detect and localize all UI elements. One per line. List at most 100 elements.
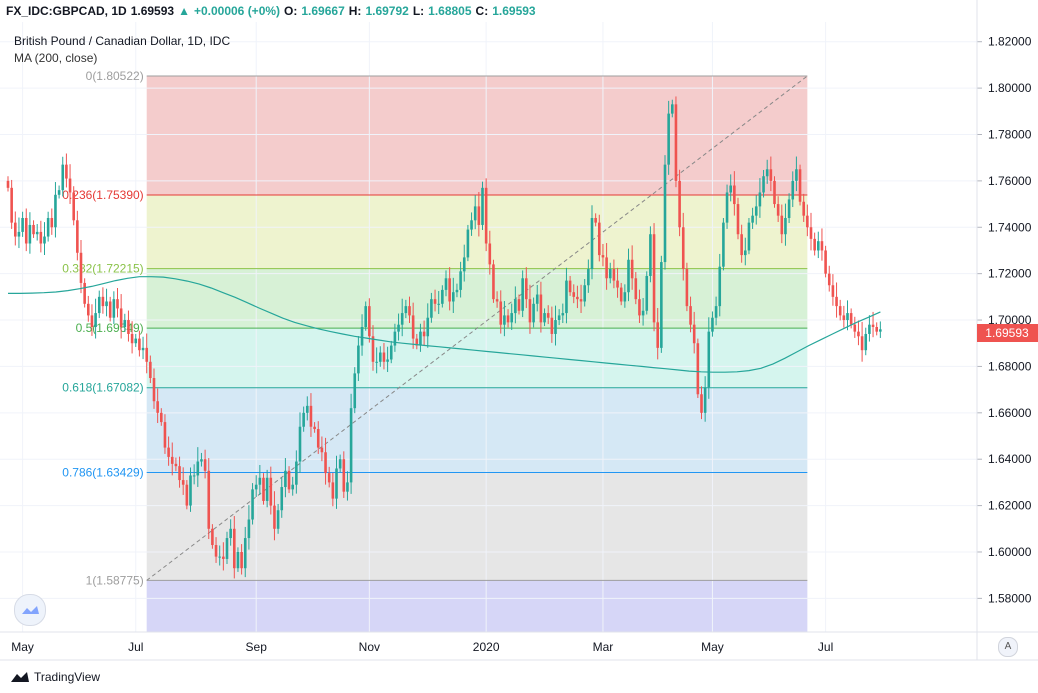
x-tick-label: Nov — [359, 640, 380, 654]
candle-body — [46, 217, 50, 237]
candle-body — [371, 336, 375, 362]
candle-body — [181, 480, 185, 485]
candle-body — [225, 538, 229, 559]
candle-body — [243, 538, 247, 569]
candle-body — [806, 215, 809, 228]
fib-trend-line — [146, 75, 808, 581]
candle-body — [262, 477, 265, 501]
candle-body — [736, 204, 740, 235]
candle-body — [386, 359, 389, 362]
y-tick-label: 1.80000 — [988, 81, 1032, 95]
candle-body — [627, 259, 630, 293]
candle-body — [203, 459, 207, 471]
legend-study[interactable]: MA (200, close) — [14, 51, 98, 65]
candle-body — [112, 299, 116, 318]
candle-body — [346, 482, 349, 492]
candle-body — [408, 306, 411, 316]
candle-body — [382, 352, 386, 362]
candle-body — [211, 528, 214, 546]
candle-body — [692, 324, 696, 344]
y-tick-label: 1.72000 — [988, 267, 1032, 281]
candle-body — [444, 278, 448, 290]
candle-body — [105, 301, 108, 307]
open-label: O: — [284, 4, 298, 18]
x-tick-label: Mar — [593, 640, 614, 654]
y-tick-label: 1.58000 — [988, 591, 1032, 605]
candle-body — [433, 299, 437, 304]
x-tick-label: Sep — [246, 640, 268, 654]
candle-body — [32, 224, 35, 235]
candle-body — [430, 299, 433, 318]
candle-body — [127, 320, 130, 334]
price-axis: 1.58000 1.60000 1.62000 1.64000 1.66000 1.680… — [977, 35, 1032, 605]
x-tick-label: Jul — [818, 640, 833, 654]
candle-body — [313, 426, 316, 430]
candle-body — [532, 303, 535, 323]
candle-body — [660, 262, 663, 348]
candle-body — [426, 317, 430, 337]
candle-body — [539, 294, 543, 323]
candle-body — [776, 204, 780, 216]
footer-brand[interactable]: TradingView — [10, 670, 100, 684]
fib-zone — [146, 75, 808, 196]
candle-body — [269, 477, 273, 506]
candle-body — [10, 187, 13, 223]
last-price: 1.69593 — [130, 4, 175, 18]
candle-body — [827, 273, 831, 286]
candle-body — [568, 280, 572, 293]
candle-body — [619, 287, 623, 302]
candle-body — [404, 306, 408, 314]
y-tick-label: 1.62000 — [988, 499, 1032, 513]
candle-body — [163, 422, 167, 448]
auto-scale-button[interactable]: A — [998, 637, 1018, 657]
candle-body — [484, 187, 488, 244]
candle-body — [28, 224, 32, 244]
candle-body — [375, 361, 378, 363]
candle-body — [247, 519, 251, 539]
candle-body — [108, 301, 112, 318]
candle-body — [400, 313, 404, 325]
chart-legend: British Pound / Canadian Dollar, 1D, IDC… — [14, 33, 230, 67]
candle-body — [170, 456, 174, 464]
candle-body — [765, 169, 769, 177]
candle-body — [276, 510, 280, 529]
candle-body — [645, 275, 649, 311]
candle-body — [630, 259, 634, 279]
candle-body — [218, 556, 221, 558]
fib-label: 0.786(1.63429) — [62, 465, 143, 479]
candle-body — [871, 324, 875, 327]
candle-body — [875, 327, 878, 332]
candle-body — [50, 217, 54, 228]
symbol-label[interactable]: FX_IDC:GBPCAD, 1D — [6, 4, 127, 18]
candle-body — [130, 333, 134, 344]
candle-body — [338, 459, 342, 469]
candle-body — [831, 285, 835, 297]
candle-body — [795, 169, 798, 181]
candle-body — [477, 206, 481, 225]
candle-body — [298, 426, 302, 462]
tradingview-logo-button[interactable] — [14, 594, 46, 626]
open-value: 1.69667 — [301, 4, 345, 18]
candle-body — [57, 190, 61, 195]
candle-body — [565, 280, 568, 314]
candle-body — [207, 470, 211, 529]
fib-label: 0.618(1.67082) — [62, 381, 143, 395]
candle-body — [192, 475, 196, 477]
y-tick-label: 1.76000 — [988, 174, 1032, 188]
candle-body — [729, 185, 732, 193]
time-axis: May Jul Sep Nov 2020 Mar May Jul — [11, 640, 833, 654]
candle-body — [437, 303, 440, 305]
candle-body — [835, 296, 838, 307]
candle-body — [452, 292, 455, 302]
candle-body — [116, 299, 119, 309]
y-tick-label: 1.78000 — [988, 127, 1032, 141]
candle-body — [572, 292, 576, 297]
candle-body — [327, 473, 331, 483]
candle-body — [590, 217, 594, 270]
y-tick-label: 1.66000 — [988, 406, 1032, 420]
candle-body — [495, 299, 499, 302]
candle-body — [68, 178, 72, 193]
candle-body — [813, 238, 816, 251]
candle-body — [784, 217, 787, 235]
